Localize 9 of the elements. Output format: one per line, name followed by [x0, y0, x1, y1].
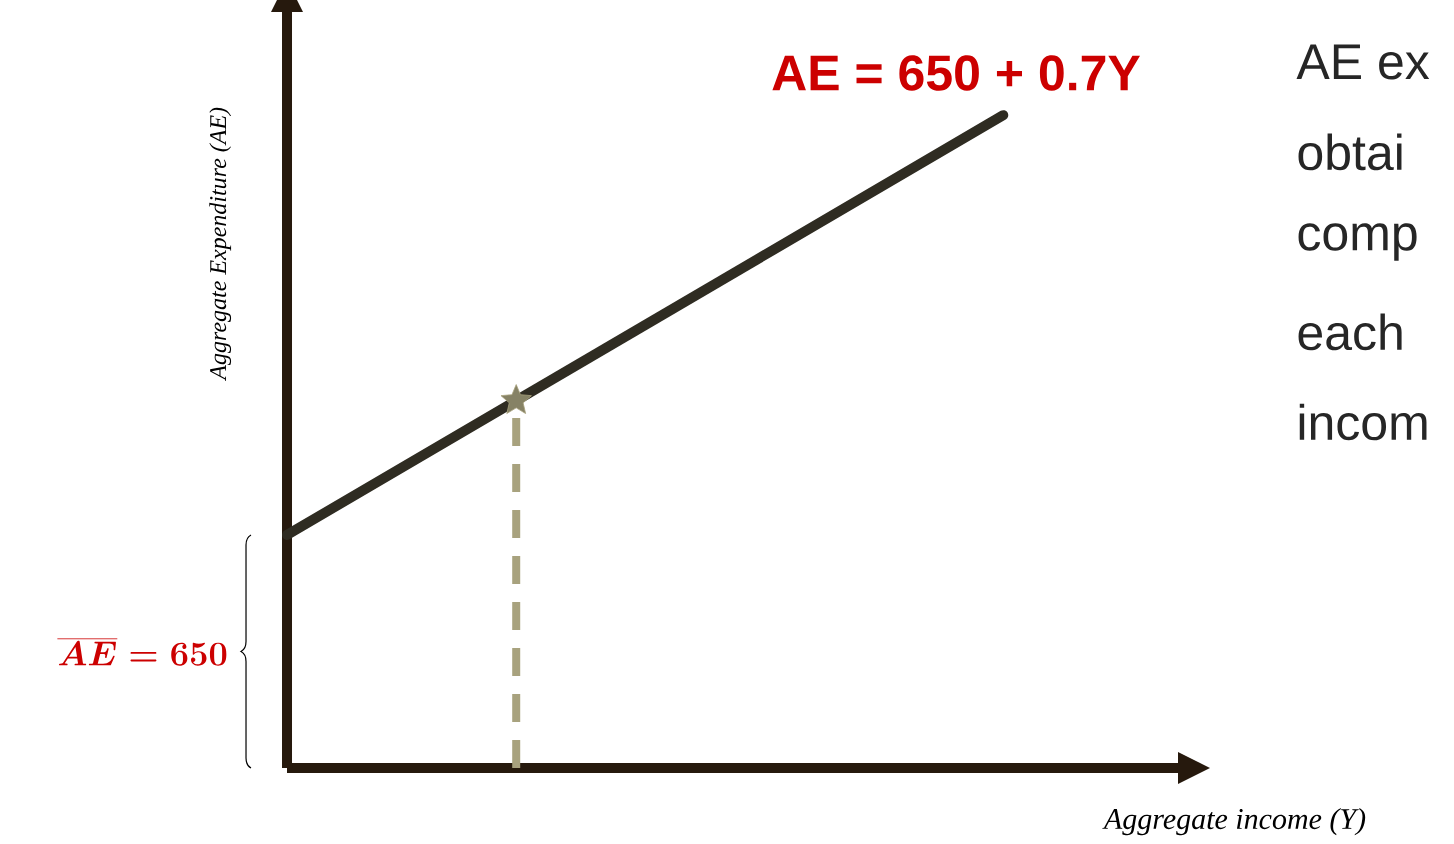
text: AE ex — [1296, 44, 1430, 80]
series-label: AE = 650 + 0.7Y — [772, 55, 1140, 91]
text: each — [1298, 313, 1402, 351]
text: $\overline{AE} = 650$ — [57, 638, 227, 666]
text: incom — [1299, 403, 1427, 441]
text: comp — [1298, 223, 1417, 261]
y-axis-title: Aggregate Expenditure (AE) — [209, 107, 232, 382]
text: obtai — [1298, 133, 1402, 171]
x-axis-title: Aggregate income (Y) — [1102, 808, 1366, 836]
